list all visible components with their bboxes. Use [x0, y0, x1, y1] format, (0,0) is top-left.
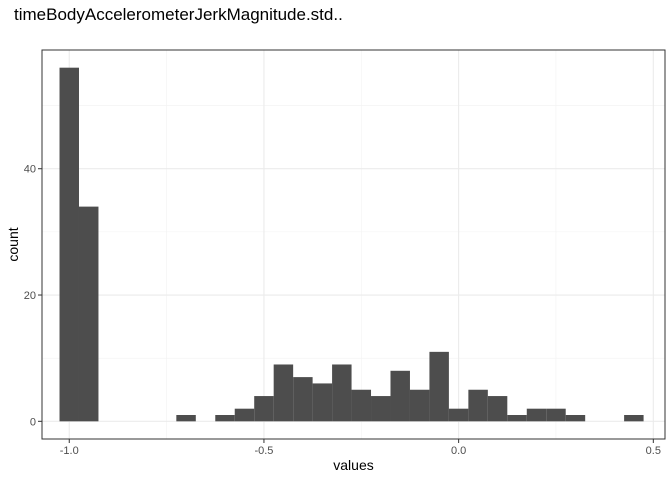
histogram-bar: [273, 364, 294, 422]
histogram-bar: [468, 389, 488, 422]
histogram-bar: [293, 377, 313, 422]
y-axis: 0 20 40: [24, 164, 42, 428]
histogram-bar: [448, 408, 469, 422]
x-tick-label: 0.5: [646, 445, 661, 457]
histogram-bar: [409, 389, 430, 422]
y-tick-label: 20: [24, 290, 36, 302]
grid-minor: [42, 50, 665, 439]
chart-title: timeBodyAccelerometerJerkMagnitude.std..: [14, 5, 343, 24]
histogram-bar: [254, 396, 274, 422]
histogram-bar: [565, 415, 586, 422]
histogram-bar: [78, 206, 99, 422]
panel-border: [41, 49, 666, 440]
histogram-bar: [59, 67, 79, 422]
histogram-bar: [332, 364, 352, 422]
histogram-bar: [487, 396, 508, 422]
x-tick-label: 0.0: [451, 445, 466, 457]
histogram-bar: [176, 415, 196, 422]
grid-major: [42, 50, 665, 439]
histogram-bar: [234, 408, 255, 422]
histogram-bar: [507, 415, 527, 422]
histogram-bar: [312, 383, 333, 422]
histogram-bar: [390, 370, 410, 422]
x-tick-label: -1.0: [60, 445, 79, 457]
histogram-bar: [624, 415, 644, 422]
histogram-bar: [546, 408, 566, 422]
histogram-bar: [526, 408, 547, 422]
y-tick-label: 0: [30, 416, 36, 428]
histogram-bar: [429, 351, 449, 422]
x-axis: -1.0 -0.5 0.0 0.5: [60, 439, 661, 457]
histogram-bar: [371, 396, 391, 422]
x-axis-title: values: [333, 457, 373, 473]
histogram-bar: [351, 389, 372, 422]
y-tick-label: 40: [24, 164, 36, 176]
x-tick-label: -0.5: [254, 445, 273, 457]
histogram-bar: [215, 415, 235, 422]
y-axis-title: count: [5, 227, 21, 261]
histogram-bars: [59, 67, 644, 422]
